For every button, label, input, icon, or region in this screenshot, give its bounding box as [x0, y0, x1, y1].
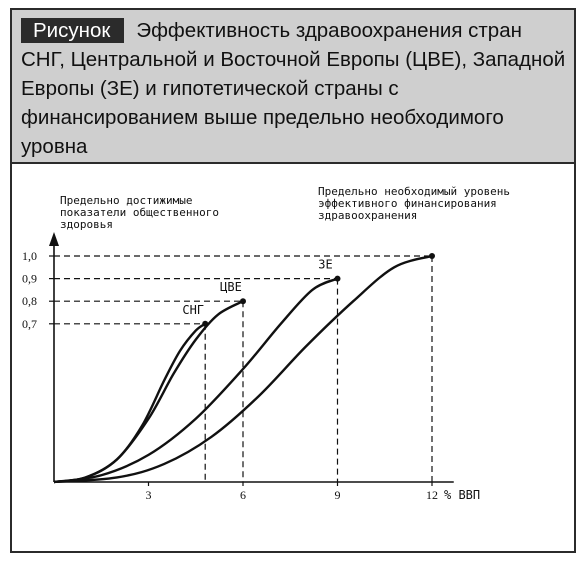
x-axis-label: % ВВП: [444, 488, 480, 502]
x-tick-label: 6: [240, 488, 246, 502]
series-end-point-1: [240, 298, 246, 305]
y-axis-arrow: [49, 232, 59, 246]
series-label-0: СНГ: [182, 303, 204, 317]
figure-caption: Рисунок Эффективность здравоохранения стр…: [21, 16, 566, 161]
y-tick-label: 0,8: [22, 294, 37, 308]
series-curves: [53, 253, 435, 484]
axes: [49, 232, 454, 486]
y-axis-label-line: Предельно достижимые: [60, 194, 192, 207]
annotation-line: здравоохранения: [318, 209, 417, 222]
series-line-1: [53, 300, 244, 484]
x-tick-label: 9: [335, 488, 341, 502]
chart-labels: 0,7 0,8 0,9 1,0 3 6 9 12 % ВВП СНГ ЦВЕ ЗЕ Предельно …: [22, 185, 510, 502]
series-label-2: ЗЕ: [318, 258, 332, 272]
guide-lines: [54, 255, 433, 482]
series-line-3: [53, 254, 433, 484]
annotation-line: эффективного финансирования: [318, 197, 497, 210]
y-axis-label-line: показатели общественного: [60, 206, 219, 219]
series-end-point-3: [429, 253, 435, 259]
series-line-2: [53, 277, 338, 484]
series-end-point-2: [334, 275, 341, 282]
y-tick-label: 1,0: [22, 249, 37, 263]
annotation-line: Предельно необходимый уровень: [318, 185, 510, 198]
x-tick-label: 3: [146, 488, 152, 502]
figure-title: Эффективность здравоохранения стран СНГ,…: [21, 19, 566, 158]
series-line-0: [53, 322, 206, 484]
x-tick-label: 12: [426, 488, 438, 502]
figure-label: Рисунок: [21, 18, 125, 43]
y-axis-label-line: здоровья: [60, 218, 113, 231]
figure-header: Рисунок Эффективность здравоохранения стр…: [12, 10, 574, 164]
series-label-1: ЦВЕ: [220, 280, 242, 294]
figure-frame: Рисунок Эффективность здравоохранения стр…: [10, 8, 576, 553]
y-tick-label: 0,7: [22, 317, 37, 331]
y-tick-label: 0,9: [22, 272, 37, 286]
